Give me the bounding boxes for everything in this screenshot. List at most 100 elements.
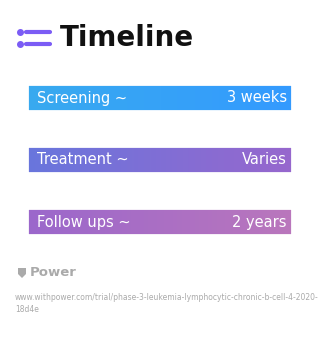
Bar: [83, 134, 85, 186]
Bar: [260, 134, 262, 186]
Bar: [231, 72, 233, 124]
Bar: [99, 134, 101, 186]
Bar: [172, 196, 173, 248]
Bar: [166, 72, 168, 124]
Bar: [116, 134, 118, 186]
Bar: [111, 72, 113, 124]
Bar: [172, 134, 173, 186]
Bar: [144, 196, 146, 248]
Bar: [158, 196, 161, 248]
Bar: [236, 72, 237, 124]
Bar: [234, 134, 236, 186]
Bar: [204, 134, 205, 186]
Bar: [205, 134, 207, 186]
Bar: [282, 72, 284, 124]
Bar: [59, 134, 60, 186]
Bar: [132, 134, 134, 186]
Bar: [18, 72, 20, 124]
Bar: [21, 134, 23, 186]
Bar: [50, 134, 52, 186]
Bar: [27, 196, 28, 248]
Bar: [148, 134, 150, 186]
Bar: [32, 72, 34, 124]
Bar: [163, 134, 165, 186]
Bar: [115, 196, 117, 248]
Bar: [198, 134, 200, 186]
Bar: [61, 72, 63, 124]
Bar: [87, 134, 90, 186]
Bar: [286, 196, 288, 248]
Bar: [233, 72, 235, 124]
Bar: [138, 196, 140, 248]
Bar: [15, 196, 17, 248]
Bar: [177, 134, 179, 186]
Bar: [96, 72, 98, 124]
Bar: [19, 134, 21, 186]
Bar: [201, 196, 203, 248]
Bar: [264, 196, 266, 248]
Bar: [48, 72, 50, 124]
Bar: [296, 72, 298, 124]
Bar: [236, 196, 237, 248]
Bar: [96, 196, 98, 248]
Bar: [182, 196, 184, 248]
Bar: [224, 196, 226, 248]
Bar: [91, 196, 92, 248]
Bar: [108, 196, 110, 248]
Text: Varies: Varies: [242, 153, 287, 167]
Bar: [100, 196, 102, 248]
Bar: [132, 196, 134, 248]
Bar: [222, 196, 224, 248]
Bar: [225, 72, 227, 124]
Bar: [163, 72, 165, 124]
Bar: [158, 134, 161, 186]
Bar: [288, 134, 290, 186]
Bar: [119, 196, 121, 248]
Bar: [195, 196, 197, 248]
Bar: [302, 134, 304, 186]
Bar: [112, 196, 114, 248]
Bar: [205, 72, 207, 124]
Bar: [245, 134, 247, 186]
Bar: [15, 114, 25, 124]
Bar: [112, 72, 114, 124]
Bar: [173, 134, 175, 186]
Bar: [269, 72, 271, 124]
Bar: [75, 134, 76, 186]
Bar: [130, 72, 132, 124]
Bar: [196, 196, 198, 248]
Bar: [24, 134, 26, 186]
Bar: [173, 196, 175, 248]
Bar: [206, 72, 208, 124]
Bar: [98, 196, 100, 248]
Bar: [204, 196, 205, 248]
Bar: [304, 196, 306, 248]
Bar: [177, 196, 179, 248]
Bar: [230, 72, 232, 124]
Bar: [130, 196, 132, 248]
Bar: [153, 72, 155, 124]
Bar: [45, 134, 47, 186]
Bar: [188, 72, 189, 124]
Bar: [250, 196, 252, 248]
Bar: [109, 72, 111, 124]
Bar: [269, 134, 271, 186]
Bar: [151, 196, 153, 248]
Bar: [299, 72, 301, 124]
Bar: [146, 72, 148, 124]
Bar: [208, 196, 210, 248]
Bar: [282, 134, 284, 186]
Bar: [301, 72, 303, 124]
Bar: [53, 72, 55, 124]
Bar: [243, 72, 244, 124]
Bar: [122, 134, 124, 186]
Bar: [298, 72, 300, 124]
Bar: [204, 72, 205, 124]
Bar: [243, 134, 244, 186]
Bar: [151, 134, 153, 186]
Bar: [192, 196, 194, 248]
Bar: [245, 72, 247, 124]
Bar: [150, 134, 152, 186]
Bar: [51, 72, 53, 124]
Bar: [40, 196, 42, 248]
